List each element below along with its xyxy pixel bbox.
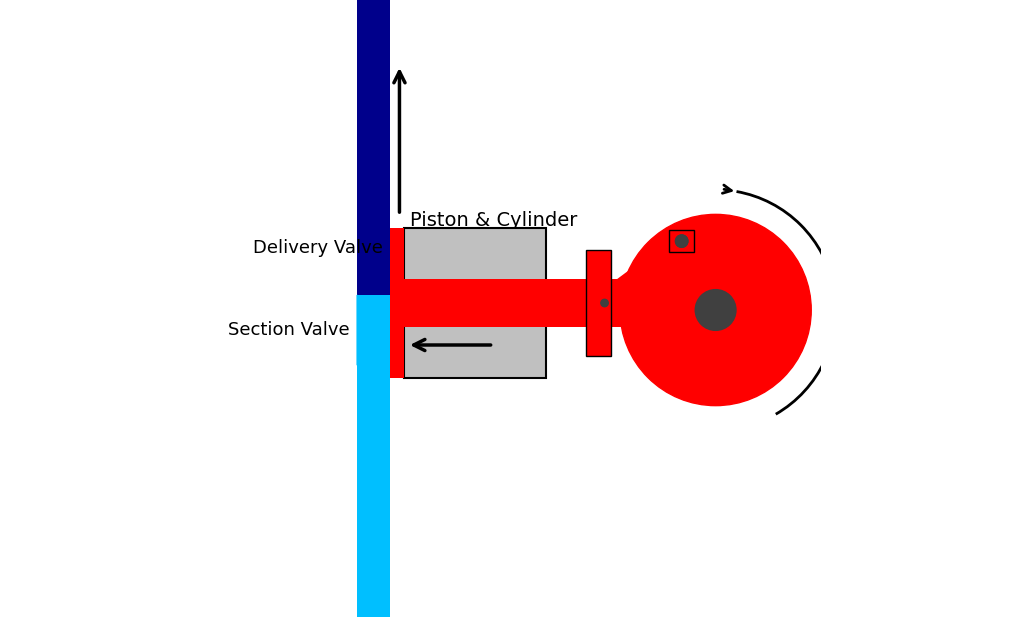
Circle shape (695, 289, 736, 330)
Text: Piston & Cylinder: Piston & Cylinder (411, 210, 578, 230)
FancyBboxPatch shape (670, 230, 694, 252)
Bar (586, 251, 610, 356)
Bar (404, 279, 734, 327)
Polygon shape (599, 235, 687, 313)
FancyBboxPatch shape (357, 295, 390, 617)
Bar (404, 228, 546, 378)
Circle shape (620, 214, 811, 405)
Bar (390, 228, 404, 378)
Polygon shape (357, 295, 390, 365)
Circle shape (676, 235, 688, 247)
FancyBboxPatch shape (357, 0, 390, 365)
Circle shape (601, 299, 608, 307)
Text: Delivery Valve: Delivery Valve (253, 239, 383, 257)
Text: Section Valve: Section Valve (228, 321, 350, 339)
Circle shape (676, 235, 688, 247)
